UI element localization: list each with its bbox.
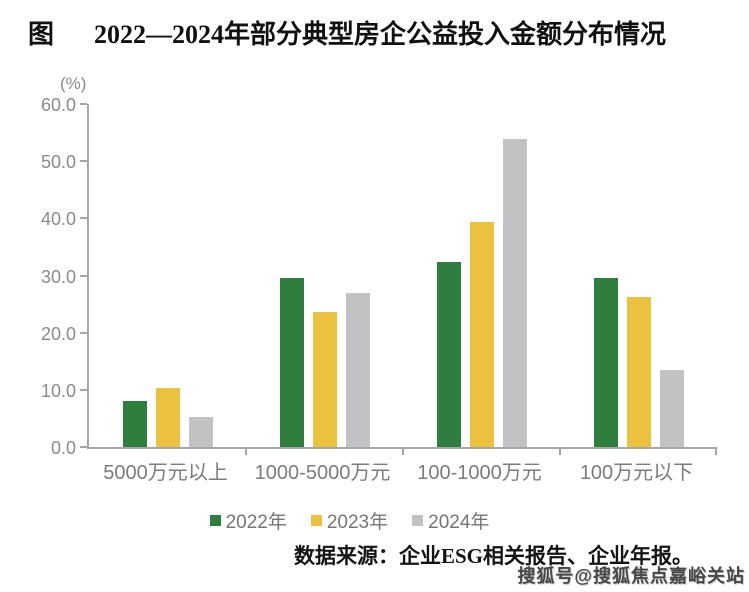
bar-2023年 [469,222,494,447]
legend-swatch-icon [310,515,322,526]
y-axis-tick-mark [80,160,87,163]
legend-item: 2023年 [310,507,389,534]
legend-label: 2022年 [225,512,287,533]
figure-label: 图 [28,20,55,49]
y-axis-tick-mark [80,274,87,277]
x-axis-tick-mark [715,449,717,455]
bar-2024年 [659,370,684,447]
watermark: 搜狐号@搜狐焦点嘉峪关站 [517,566,745,586]
legend-item: 2022年 [209,507,287,534]
y-axis-tick-mark [80,446,87,448]
y-axis-tick-mark [80,217,87,220]
x-axis-tick-mark [245,449,247,455]
bar-chart-plot-area [80,103,717,455]
bar-group [403,104,560,447]
x-axis-category-label: 5000万元以上 [103,462,228,484]
y-axis-tick-label: 20.0 [40,323,76,344]
y-axis-tick-label: 0.0 [50,438,76,458]
bar-2022年 [436,262,461,447]
bar-2023年 [312,312,337,447]
x-axis-category-label: 100-1000万元 [417,462,542,484]
legend-swatch-icon [412,515,424,526]
y-axis-unit-label: (%) [60,74,87,93]
legend-item: 2024年 [412,507,489,534]
legend-swatch-icon [209,515,221,526]
figure-title-row: 图 2022—2024年部分典型房企公益投入金额分布情况 [28,14,666,51]
bar-2022年 [593,278,618,447]
y-axis-tick-label: 60.0 [40,95,76,115]
x-axis-category-label: 1000-5000万元 [254,462,391,484]
chart-legend: 2022年 2023年 2024年 [0,507,749,534]
legend-label: 2023年 [326,512,389,533]
x-axis-tick-mark [559,449,561,455]
y-axis-tick-mark [80,331,87,334]
bar-2024年 [188,417,213,447]
bar-2022年 [122,401,147,447]
bar-2022年 [279,278,304,447]
data-source-note: 数据来源：企业ESG相关报告、企业年报。 [293,544,693,568]
y-axis-tick-mark [80,103,87,105]
x-axis-tick-mark [402,449,404,455]
x-axis-labels: 5000万元以上 1000-5000万元 100-1000万元 100万元以下 [87,456,715,485]
y-axis-tick-label: 40.0 [40,209,76,230]
y-axis-tick-mark [80,388,87,391]
bar-2023年 [155,388,180,447]
legend-label: 2024年 [428,512,490,533]
bar-group [246,104,403,447]
bar-2024年 [502,139,527,447]
y-axis-tick-label: 50.0 [40,152,76,173]
bar-2023年 [626,297,651,447]
bar-2024年 [345,293,370,447]
x-axis-category-label: 100万元以下 [579,462,694,484]
y-axis-tick-label: 30.0 [40,266,76,287]
bar-group [89,104,246,447]
bar-group [560,104,717,447]
page-title: 2022—2024年部分典型房企公益投入金额分布情况 [94,20,667,49]
y-axis-tick-label: 10.0 [40,380,76,401]
